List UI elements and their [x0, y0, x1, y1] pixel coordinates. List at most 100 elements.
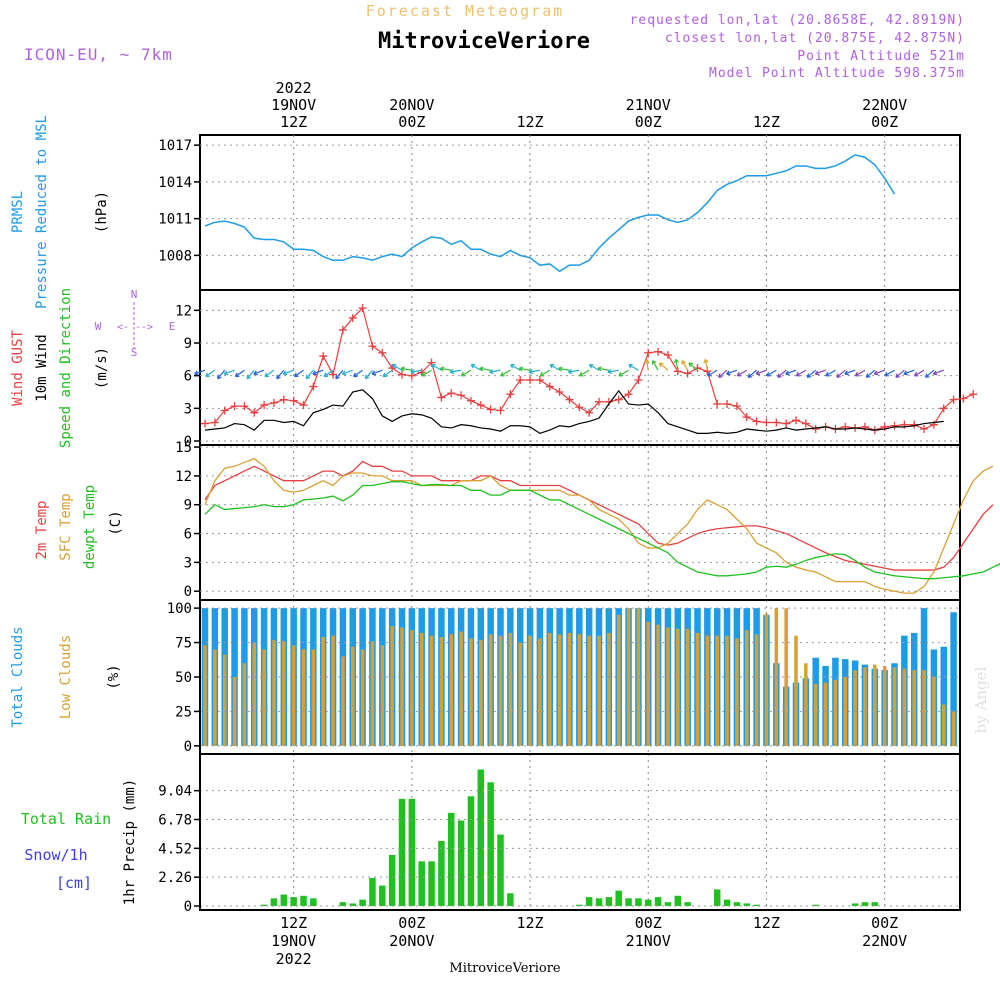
wind-arrow-head: [895, 373, 900, 378]
wind-arrow-head: [353, 372, 358, 378]
wind-arrow-head: [246, 374, 252, 380]
low-cloud-bar: [321, 637, 325, 746]
low-cloud-bar: [942, 704, 946, 746]
ylabel-prmsl: PRMSL: [10, 191, 26, 233]
wind-direction-arrow: [607, 369, 619, 373]
ytick-label: 3: [184, 555, 192, 571]
wind-arrow-head: [681, 360, 686, 365]
wind-arrow-head: [539, 371, 545, 377]
closest-coords: closest lon,lat (20.875E, 42.875N): [665, 31, 965, 46]
ytick-label: 6: [184, 527, 192, 543]
wind-direction-arrow: [312, 369, 324, 375]
low-cloud-bar: [902, 668, 907, 746]
low-cloud-bar: [715, 635, 719, 746]
wind-arrow-head: [558, 366, 563, 372]
wind-direction-arrow: [470, 364, 482, 371]
low-cloud-bar: [222, 654, 227, 746]
wind-gust-marker: [496, 406, 505, 415]
wind-direction-arrow: [246, 369, 255, 380]
low-cloud-bar: [892, 667, 897, 746]
rain-bar: [349, 903, 356, 906]
wind-direction-arrow: [726, 369, 738, 375]
wind-gust-marker: [319, 352, 328, 361]
wind-direction-arrow: [342, 369, 353, 375]
low-cloud-bar: [370, 641, 375, 746]
compass-n: N: [131, 288, 138, 301]
wind-gust-marker: [762, 418, 771, 427]
low-cloud-bar: [666, 627, 670, 746]
wind-direction-arrow: [884, 369, 895, 377]
wind-direction-arrow: [450, 369, 462, 373]
rain-bar: [270, 898, 278, 906]
wind-gust-marker: [358, 304, 367, 313]
low-cloud-bar: [242, 663, 247, 746]
wind-gust-marker: [309, 382, 318, 391]
ytick-label: 9: [184, 498, 192, 514]
rain-bar: [369, 877, 376, 906]
rain-bar: [851, 903, 859, 906]
wind-gust-marker: [486, 405, 495, 414]
ytick-label: 9: [184, 336, 192, 352]
wind-speed-line: [204, 389, 944, 435]
wind-gust-marker: [240, 402, 249, 411]
ytick-label: 6: [184, 369, 192, 385]
wind-gust-marker: [269, 398, 278, 407]
wind-arrow-head: [282, 370, 288, 376]
top-hour-label: 12Z: [517, 113, 544, 131]
wind-gust-marker: [378, 348, 387, 357]
wind-direction-arrow: [305, 369, 314, 380]
top-hour-label: 12Z: [753, 113, 780, 131]
wind-arrow-head: [766, 371, 771, 377]
wind-gust-marker: [565, 395, 574, 404]
wind-gust-marker: [811, 425, 820, 434]
wind-direction-arrow: [825, 369, 836, 377]
bottom-day-label: 20NOV: [389, 932, 434, 950]
wind-gust-marker: [585, 408, 594, 417]
wind-direction-arrow: [903, 369, 915, 375]
ytick-label: 12: [175, 469, 192, 485]
wind-direction-arrow: [681, 360, 689, 371]
wind-gust-marker: [417, 368, 426, 377]
wind-arrow-head: [293, 372, 299, 378]
low-cloud-bar: [577, 634, 582, 746]
wind-arrow-head: [814, 370, 820, 376]
wind-direction-arrow: [224, 369, 235, 375]
low-cloud-bar: [863, 667, 867, 746]
wind-gust-marker: [279, 395, 288, 404]
bottom-hour-label: 12Z: [280, 914, 307, 932]
low-cloud-bar: [912, 670, 916, 746]
ylabel-precip-mm: 1hr Precip (mm): [122, 779, 138, 905]
ylabel-snow: Snow/1h: [24, 846, 87, 864]
wind-gust-marker: [555, 388, 564, 396]
wind-gust-marker: [457, 391, 466, 400]
panel-frame-precip: [199, 753, 961, 911]
wind-direction-arrow: [194, 369, 206, 375]
wind-gust-marker: [634, 376, 643, 385]
bottom-day-label: 21NOV: [626, 932, 671, 950]
wind-arrow-head: [479, 366, 484, 372]
watermark: by Angel: [972, 666, 990, 733]
top-day-label: 20NOV: [389, 96, 434, 114]
top-day-label: 21NOV: [626, 96, 671, 114]
rain-bar: [674, 895, 682, 906]
wind-gust-marker: [447, 389, 456, 398]
low-cloud-bar: [823, 682, 828, 746]
compass-w: W: [95, 320, 102, 333]
wind-gust-marker: [329, 370, 338, 379]
model-label: ICON-EU, ~ 7km: [24, 45, 173, 64]
wind-gust-marker: [398, 370, 406, 379]
wind-arrow-head: [588, 364, 594, 369]
wind-direction-arrow: [217, 369, 226, 380]
bottom-hour-label: 12Z: [517, 914, 544, 932]
low-cloud-bar: [449, 634, 453, 746]
wind-direction-arrow: [489, 369, 501, 373]
wind-arrow-head: [489, 369, 494, 375]
wind-direction-arrow: [253, 369, 265, 375]
low-cloud-bar: [419, 632, 424, 746]
wind-gust-marker: [723, 399, 732, 408]
low-cloud-bar: [498, 635, 503, 746]
wind-arrow-head: [873, 370, 879, 376]
wind-arrow-head: [568, 369, 573, 375]
wind-direction-arrow: [796, 369, 807, 377]
rain-bar: [635, 898, 642, 906]
